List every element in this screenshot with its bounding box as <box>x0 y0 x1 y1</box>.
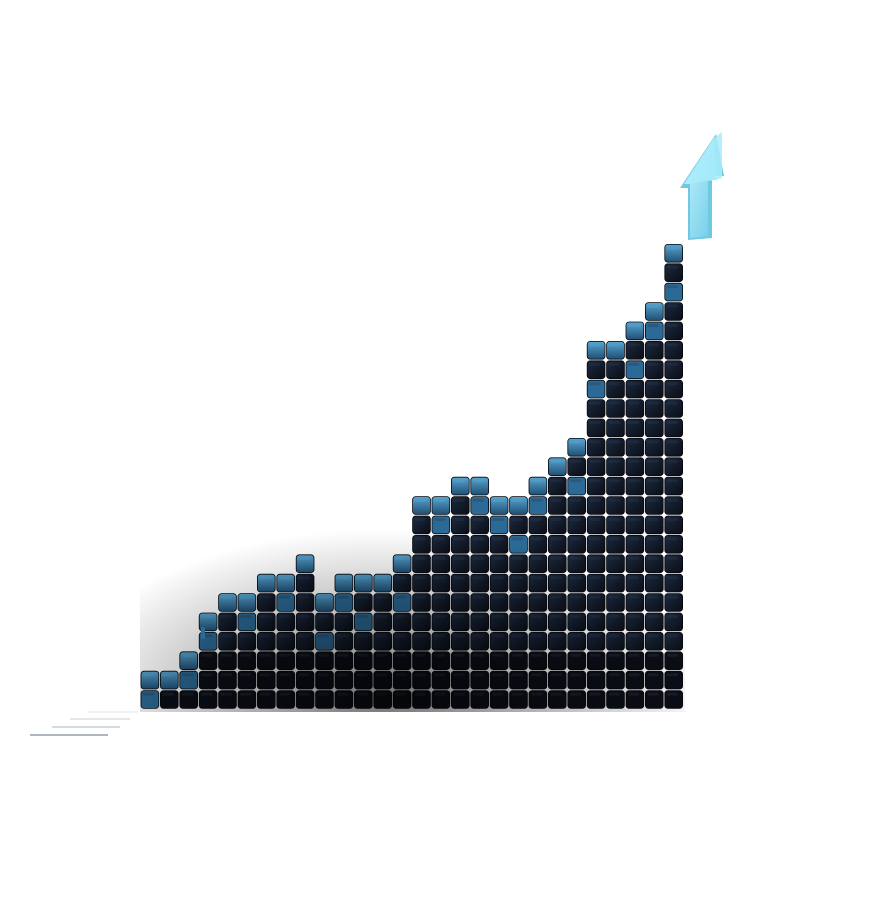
up-arrow-icon <box>680 132 724 240</box>
tiny-figure-icon <box>201 627 205 639</box>
speed-lines-icon <box>30 711 138 736</box>
ground-shadow <box>140 430 685 712</box>
